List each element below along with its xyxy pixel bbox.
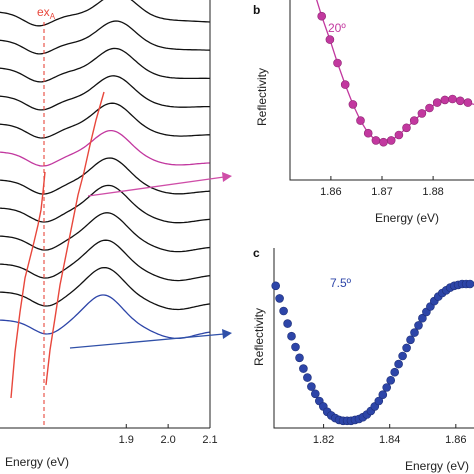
spectrum-curve-9 bbox=[0, 212, 211, 253]
spectrum-curve-4 bbox=[0, 75, 210, 111]
spectrum-curve-6 bbox=[0, 129, 210, 167]
panel-a-x-tick-label-0: 1.9 bbox=[119, 434, 134, 446]
panel-c-data-point-3 bbox=[283, 319, 292, 328]
panel-c-data-point-32 bbox=[398, 351, 407, 361]
spectrum-curve-5 bbox=[0, 102, 210, 139]
arrow-to-panel-b-head bbox=[222, 172, 232, 182]
panel-b-data-point-3 bbox=[340, 80, 350, 89]
panel-c-data-point-33 bbox=[402, 343, 411, 353]
spectrum-curve-2 bbox=[0, 20, 211, 55]
panel-c-data-point-0 bbox=[271, 281, 281, 291]
spectrum-curve-1 bbox=[0, 0, 211, 27]
panel-b-x-ticks: 1.86 1.87 1.88 bbox=[320, 176, 444, 198]
panel-b-data-point-16 bbox=[440, 95, 450, 105]
spectrum-curve-11 bbox=[0, 266, 211, 311]
panel-c-data-point-27 bbox=[378, 390, 388, 400]
panel-b-x-tick-label-2: 1.88 bbox=[422, 186, 443, 198]
panel-c-letter: c bbox=[253, 246, 260, 260]
panel-c-data-point-8 bbox=[303, 373, 312, 382]
panel-c-x-ticks: 1.82 1.84 1.86 bbox=[313, 424, 467, 446]
panel-b-data-point-4 bbox=[348, 100, 358, 109]
panel-b-data-point-10 bbox=[394, 130, 404, 140]
panel-c-data-point-37 bbox=[418, 313, 427, 323]
panel-b-data-point-9 bbox=[386, 136, 396, 145]
panel-c-data-point-5 bbox=[291, 342, 300, 352]
panel-b-data-point-5 bbox=[356, 116, 365, 125]
exA-label: exA bbox=[37, 5, 56, 21]
panel-b: b Reflectivity 20º 1.86 1.87 1.88 Energy (… bbox=[253, 0, 474, 225]
panel-a: exA 1.9 2.0 2.1 Energy (eV) bbox=[0, 0, 232, 469]
panel-c-data-point-49 bbox=[465, 279, 474, 289]
panel-b-data-point-1 bbox=[325, 35, 335, 44]
panel-c-data-point-26 bbox=[374, 396, 384, 406]
panel-c-x-tick-label-2: 1.86 bbox=[445, 434, 466, 446]
panel-c-data-point-35 bbox=[410, 328, 419, 337]
panel-c-data-point-1 bbox=[275, 294, 284, 303]
panel-b-data-point-2 bbox=[333, 58, 342, 68]
exA-guide-line bbox=[10, 171, 46, 399]
panel-c-data-point-10 bbox=[310, 389, 320, 399]
panel-c-angle-label: 7.5º bbox=[330, 276, 352, 290]
panel-c-data-point-34 bbox=[406, 335, 415, 345]
panel-b-points bbox=[317, 11, 473, 147]
panel-a-curves bbox=[0, 0, 211, 340]
panel-c-y-label: Reflectivity bbox=[252, 308, 266, 366]
arrow-to-panel-b bbox=[87, 176, 225, 197]
panel-b-data-point-13 bbox=[417, 109, 427, 118]
panel-c-data-point-4 bbox=[287, 331, 296, 341]
spectrum-curve-8 bbox=[0, 184, 211, 224]
spectrum-curve-10 bbox=[0, 239, 211, 282]
arrow-to-panel-c-head bbox=[222, 329, 232, 339]
panel-c-data-point-29 bbox=[386, 375, 396, 385]
panel-b-data-point-6 bbox=[363, 128, 373, 138]
spectrum-curve-3 bbox=[0, 47, 210, 83]
panel-c-data-point-31 bbox=[394, 359, 403, 369]
panel-b-data-point-14 bbox=[425, 103, 434, 113]
panel-b-data-point-0 bbox=[317, 11, 327, 21]
panel-b-angle-label: 20º bbox=[328, 21, 346, 35]
panel-b-x-tick-label-1: 1.87 bbox=[371, 186, 392, 198]
panel-b-data-point-12 bbox=[409, 116, 419, 125]
panel-c-x-tick-label-0: 1.82 bbox=[313, 434, 334, 446]
panel-b-y-label: Reflectivity bbox=[255, 68, 269, 126]
panel-c-data-point-7 bbox=[299, 364, 308, 373]
panel-c-points bbox=[271, 279, 474, 426]
peak-guide-line bbox=[45, 91, 105, 386]
panel-c-data-point-28 bbox=[382, 383, 392, 392]
panel-a-x-tick-label-2: 2.1 bbox=[202, 434, 217, 446]
panel-a-x-tick-label-1: 2.0 bbox=[160, 434, 175, 446]
panel-b-data-point-19 bbox=[463, 98, 473, 107]
panel-c-data-point-2 bbox=[279, 306, 288, 316]
panel-c: c Reflectivity 7.5º 1.82 1.84 1.86 Energy … bbox=[252, 246, 474, 473]
panel-c-frame bbox=[273, 248, 474, 429]
panel-b-letter: b bbox=[253, 3, 260, 17]
panel-b-data-point-11 bbox=[402, 123, 411, 133]
spectrum-curve-12 bbox=[0, 294, 211, 340]
panel-b-data-point-18 bbox=[455, 96, 465, 106]
panel-c-data-point-30 bbox=[390, 367, 400, 377]
spectrum-curve-7 bbox=[0, 157, 211, 195]
panel-b-x-tick-label-0: 1.86 bbox=[320, 186, 341, 198]
panel-c-x-label: Energy (eV) bbox=[405, 459, 469, 473]
panel-c-data-point-36 bbox=[414, 321, 423, 330]
panel-b-x-label: Energy (eV) bbox=[375, 211, 439, 225]
panel-a-x-label: Energy (eV) bbox=[5, 455, 69, 469]
panel-b-frame bbox=[289, 0, 474, 181]
exA-label-main: ex bbox=[37, 5, 50, 19]
arrow-to-panel-c bbox=[69, 333, 225, 349]
panel-c-data-point-6 bbox=[295, 353, 304, 363]
panel-b-data-point-7 bbox=[371, 136, 381, 145]
panel-b-data-point-8 bbox=[379, 137, 388, 147]
panel-b-data-point-15 bbox=[432, 98, 442, 107]
exA-label-subscript: A bbox=[50, 12, 56, 21]
panel-c-x-tick-label-1: 1.84 bbox=[379, 434, 400, 446]
panel-b-data-point-17 bbox=[448, 94, 457, 104]
panel-c-data-point-9 bbox=[307, 382, 316, 391]
panel-a-x-ticks: 1.9 2.0 2.1 bbox=[119, 424, 218, 446]
